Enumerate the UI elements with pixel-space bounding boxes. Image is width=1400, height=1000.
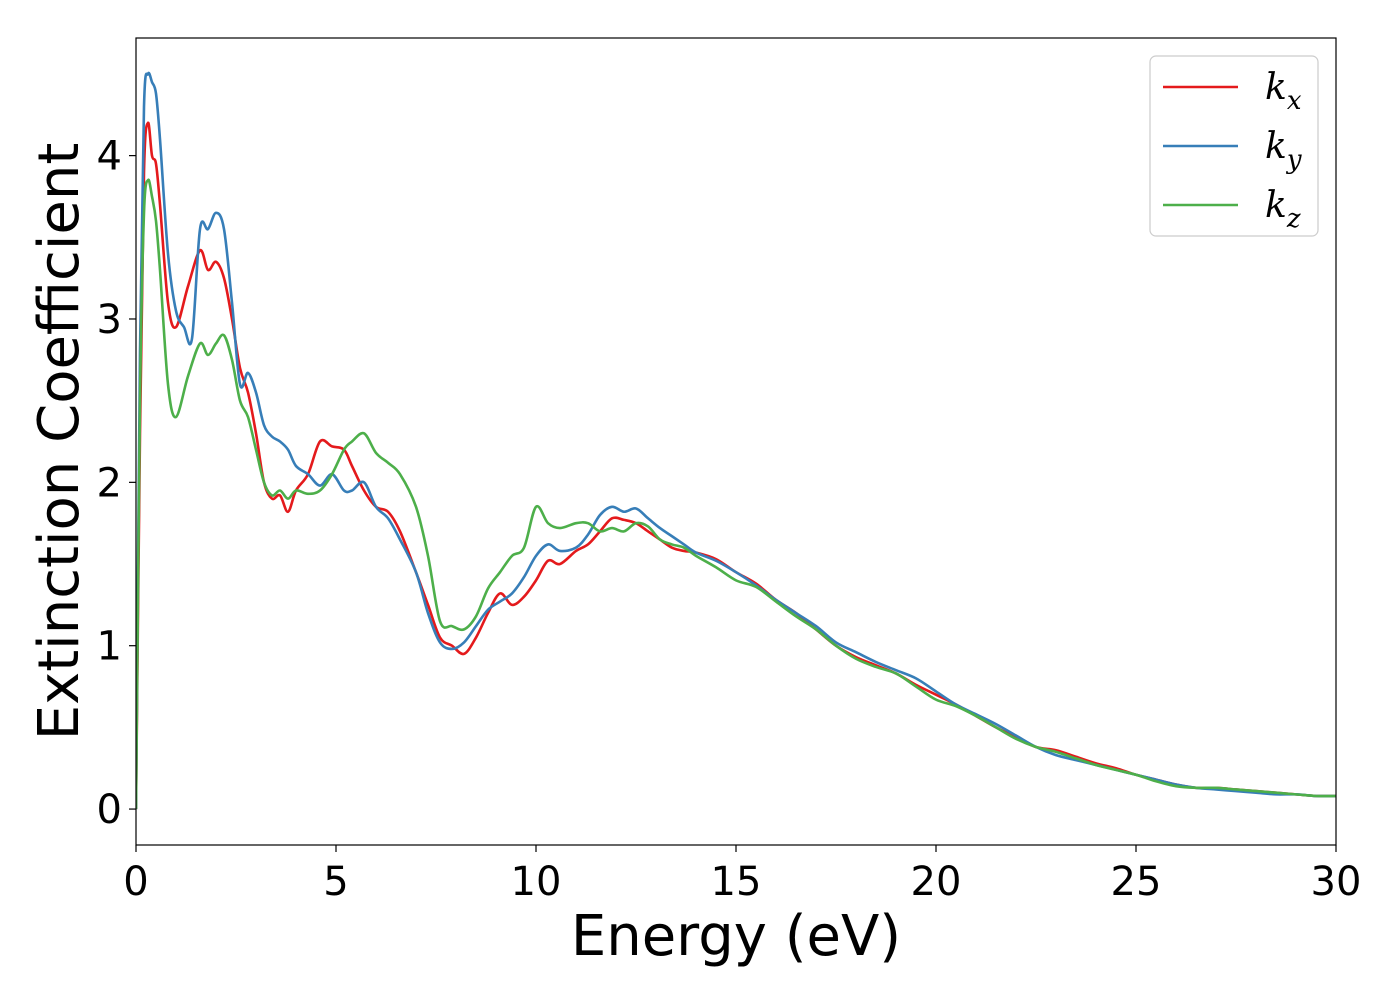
x-tick-label: 20 <box>911 859 962 905</box>
y-tick-label: 1 <box>97 624 122 670</box>
legend-item-y: ky <box>1163 126 1302 175</box>
series-layer <box>136 71 1336 810</box>
x-tick-label: 25 <box>1111 859 1162 905</box>
x-axis-title: Energy (eV) <box>571 904 901 969</box>
y-tick-label: 0 <box>97 787 122 833</box>
y-axis-title: Extinction Coefficient <box>27 143 92 741</box>
legend-label: ky <box>1265 126 1302 175</box>
x-tick-label: 5 <box>323 859 348 905</box>
legend: kx ky kz <box>1149 55 1319 237</box>
legend-item-z: kz <box>1163 185 1301 234</box>
y-tick-label: 3 <box>97 297 122 343</box>
legend-label: kz <box>1265 185 1301 234</box>
x-tick-label: 0 <box>123 859 148 905</box>
ticks-layer: 0 5 10 15 20 25 30 0 1 2 3 4 <box>97 134 1362 905</box>
legend-item-x: kx <box>1163 67 1302 116</box>
x-tick-label: 15 <box>711 859 762 905</box>
x-tick-label: 30 <box>1311 859 1362 905</box>
y-tick-label: 4 <box>97 134 122 180</box>
y-tick-label: 2 <box>97 460 122 506</box>
legend-label: kx <box>1265 67 1302 116</box>
series-line-z <box>136 178 1336 810</box>
x-tick-label: 10 <box>511 859 562 905</box>
